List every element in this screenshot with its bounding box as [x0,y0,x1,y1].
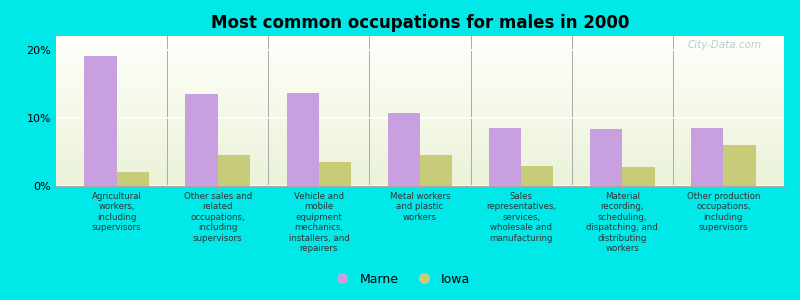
Text: Vehicle and
mobile
equipment
mechanics,
installers, and
repairers: Vehicle and mobile equipment mechanics, … [289,192,350,253]
Bar [286,93,319,186]
Title: Most common occupations for males in 2000: Most common occupations for males in 200… [211,14,629,32]
Text: Material
recording,
scheduling,
dispatching, and
distributing
workers: Material recording, scheduling, dispatch… [586,192,658,253]
Text: Agricultural
workers,
including
supervisors: Agricultural workers, including supervis… [92,192,142,232]
Text: Other production
occupations,
including
supervisors: Other production occupations, including … [686,192,760,232]
Bar [590,129,622,186]
Legend: Marne, Iowa: Marne, Iowa [325,268,475,291]
Bar [489,128,521,186]
Bar [117,172,149,186]
Bar [521,166,554,186]
Bar [84,56,117,186]
Text: Metal workers
and plastic
workers: Metal workers and plastic workers [390,192,450,222]
Bar [622,167,654,186]
Bar [388,113,420,186]
Text: City-Data.com: City-Data.com [688,40,762,50]
Bar [723,145,756,186]
Text: Other sales and
related
occupations,
including
supervisors: Other sales and related occupations, inc… [184,192,252,243]
Bar [319,162,351,186]
Bar [420,155,452,186]
Bar [218,155,250,186]
Bar [691,128,723,186]
Bar [186,94,218,186]
Text: Sales
representatives,
services,
wholesale and
manufacturing: Sales representatives, services, wholesa… [486,192,556,243]
